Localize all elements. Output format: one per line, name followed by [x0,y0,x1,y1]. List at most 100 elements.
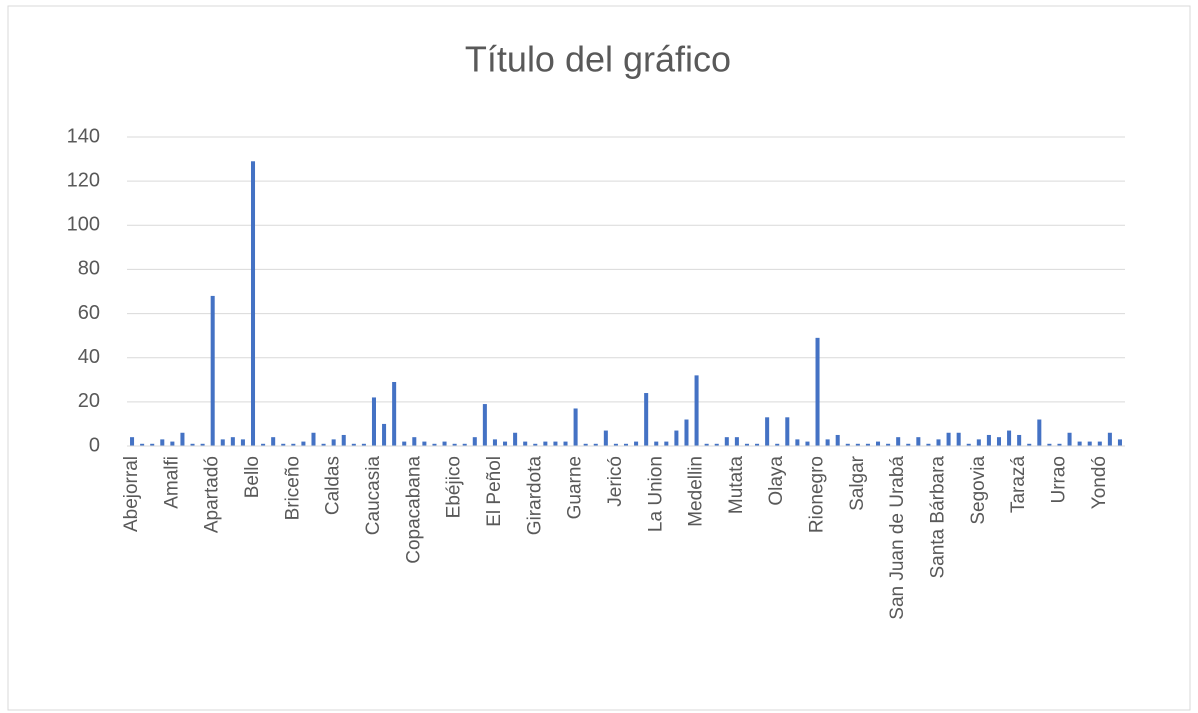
x-tick-label: Girardota [524,456,545,536]
bar [150,443,155,446]
bar [1007,430,1012,446]
bar [1097,441,1102,446]
bar [1027,443,1032,446]
bar [583,443,588,446]
bar [1067,432,1072,446]
bar [160,439,165,446]
x-tick-label: Caldas [323,456,344,515]
bar [503,441,508,446]
bar [1047,443,1052,446]
bar [361,443,366,446]
bar [392,381,397,446]
bar [755,443,760,446]
bar [734,437,739,446]
bar [432,443,437,446]
bar [1087,441,1092,446]
bar [654,441,659,446]
bar [795,439,800,446]
bar [1107,432,1112,446]
bar [311,432,316,446]
bar [573,408,578,446]
bar [472,437,477,446]
bar [553,441,558,446]
bar [674,430,679,446]
bar [664,441,669,446]
bar [452,443,457,446]
bar [513,432,518,446]
bar [694,375,699,446]
bar [331,439,336,446]
bar [845,443,850,446]
bar [876,441,881,446]
bar [593,443,598,446]
y-tick-label: 100 [67,214,100,236]
bar [230,437,235,446]
bar [765,417,770,446]
bar [442,441,447,446]
bar [966,443,971,446]
bar [1017,434,1022,446]
bar [815,337,820,446]
x-tick-label: El Peñol [484,456,505,527]
bar [281,443,286,446]
bar [936,439,941,446]
x-tick-label: Copacabana [403,456,424,564]
bar [714,443,719,446]
x-tick-label: Mutata [726,456,747,515]
y-tick-label: 80 [78,258,100,280]
bar [835,434,840,446]
bar [462,443,467,446]
bar [926,443,931,446]
bar [1057,443,1062,446]
bar [825,439,830,446]
x-tick-label: Yondó [1089,456,1110,509]
x-tick-label: Abejorral [121,456,142,532]
bar [271,437,276,446]
x-tick-label: Rionegro [807,456,828,533]
bar [543,441,548,446]
bar [1037,419,1042,446]
bar [220,439,225,446]
x-tick-label: Briceño [282,456,303,520]
x-tick-label: Guarne [565,456,586,519]
bar [623,443,629,446]
x-tick-label: Segovia [968,456,989,525]
y-tick-label: 140 [67,125,100,147]
bar [775,443,780,446]
bar [140,443,145,446]
bar [744,443,749,446]
x-tick-label: Urrao [1048,456,1069,504]
x-tick-label: Ebéjico [444,456,465,518]
bar [301,441,306,446]
bar [130,437,135,446]
x-tick-label: Tarazá [1008,456,1029,513]
x-tick-label: La Union [645,456,666,532]
bar [200,443,205,446]
bar [422,441,427,446]
x-tick-label: Caucasia [363,456,384,536]
bar [412,437,417,446]
bar [341,434,346,446]
x-tick-label: Medellin [686,456,707,527]
bar [644,393,649,446]
x-tick-label: Jericó [605,456,626,507]
bar [190,443,195,446]
bar [382,423,387,446]
y-tick-label: 40 [78,346,100,368]
bar [261,443,266,446]
bar [210,295,215,446]
bar [886,443,891,446]
bar [250,161,256,446]
bar [351,443,356,446]
bar [634,441,639,446]
chart-title: Título del gráfico [465,39,731,80]
y-tick-label: 60 [78,302,100,324]
bar [291,443,296,446]
x-tick-label: Salgar [847,455,868,511]
bar [371,397,376,446]
bar [996,437,1002,446]
bar [986,434,991,446]
bar [865,443,870,446]
bar [240,439,245,446]
